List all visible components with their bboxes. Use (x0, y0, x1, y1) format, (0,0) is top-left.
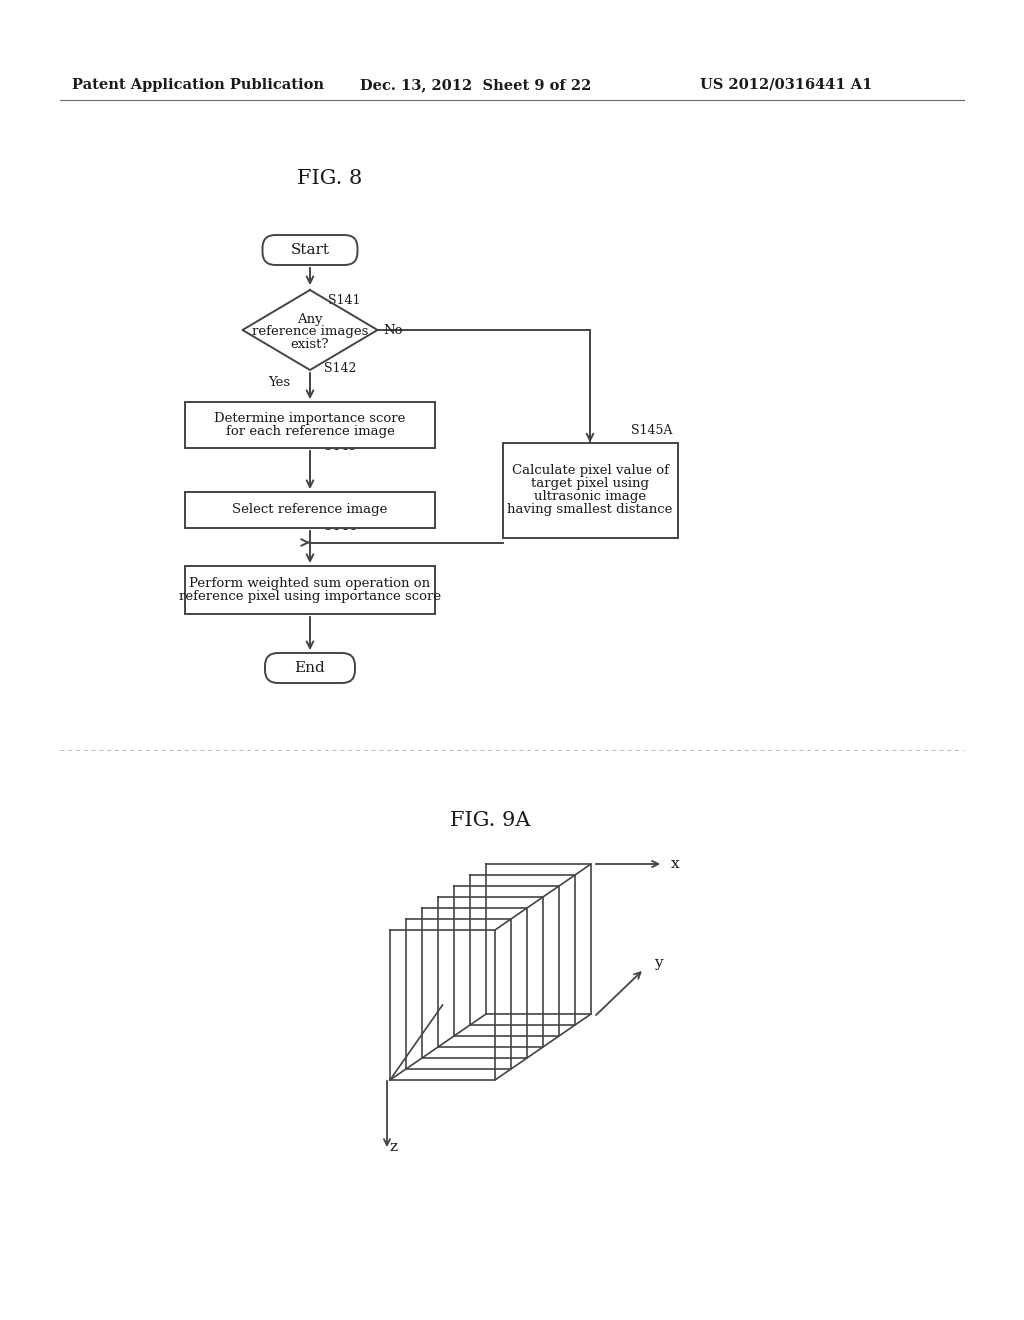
Text: S142: S142 (324, 362, 356, 375)
Text: Dec. 13, 2012  Sheet 9 of 22: Dec. 13, 2012 Sheet 9 of 22 (360, 78, 592, 92)
FancyBboxPatch shape (185, 492, 435, 528)
Text: Select reference image: Select reference image (232, 503, 388, 516)
Text: y: y (654, 956, 663, 970)
Text: reference pixel using importance score: reference pixel using importance score (179, 590, 441, 603)
Text: Calculate pixel value of: Calculate pixel value of (512, 465, 669, 477)
FancyBboxPatch shape (503, 442, 678, 537)
Text: Perform weighted sum operation on: Perform weighted sum operation on (189, 577, 430, 590)
Text: Start: Start (291, 243, 330, 257)
Text: for each reference image: for each reference image (225, 425, 394, 438)
FancyBboxPatch shape (185, 403, 435, 447)
Text: ultrasonic image: ultrasonic image (534, 490, 646, 503)
FancyBboxPatch shape (265, 653, 355, 682)
Text: having smallest distance: having smallest distance (507, 503, 673, 516)
Text: Yes: Yes (268, 375, 290, 388)
Text: target pixel using: target pixel using (531, 477, 649, 490)
Text: Determine importance score: Determine importance score (214, 412, 406, 425)
Text: S144: S144 (324, 520, 356, 532)
FancyBboxPatch shape (262, 235, 357, 265)
Text: End: End (295, 661, 326, 675)
FancyBboxPatch shape (185, 566, 435, 614)
Text: S143: S143 (324, 440, 356, 453)
Text: z: z (389, 1140, 397, 1154)
Text: exist?: exist? (291, 338, 330, 351)
Text: S141: S141 (328, 293, 360, 306)
Text: S145A: S145A (631, 424, 673, 437)
Text: US 2012/0316441 A1: US 2012/0316441 A1 (700, 78, 872, 92)
Text: Any: Any (297, 314, 323, 326)
Text: Patent Application Publication: Patent Application Publication (72, 78, 324, 92)
Text: reference images: reference images (252, 326, 369, 338)
Text: x: x (671, 857, 680, 871)
Text: FIG. 9A: FIG. 9A (450, 810, 530, 829)
Polygon shape (390, 931, 495, 1080)
Text: No: No (384, 323, 403, 337)
Text: FIG. 8: FIG. 8 (297, 169, 362, 187)
